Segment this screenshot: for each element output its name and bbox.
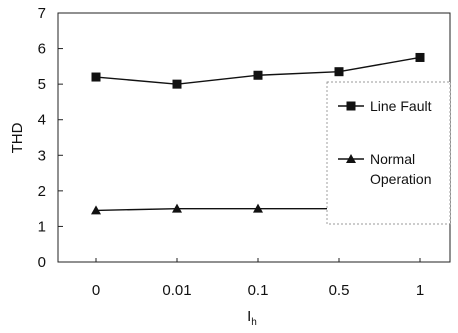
series-0-point-1	[172, 79, 182, 89]
legend-label-1: Normal Operation	[370, 151, 431, 187]
legend-label-1-line-0: Normal	[370, 151, 415, 167]
x-tick-label-2: 0.1	[248, 282, 269, 299]
legend: Line Fault Normal Operation	[326, 81, 451, 225]
legend-label-0: Line Fault	[370, 98, 432, 114]
series-0-point-3	[334, 67, 344, 77]
y-tick-label-6: 6	[38, 41, 46, 58]
x-tick-label-4: 1	[416, 282, 424, 299]
legend-marker-1	[346, 154, 356, 163]
legend-label-1-line-1: Operation	[370, 171, 431, 187]
legend-marker-0	[346, 101, 356, 111]
y-tick-label-1: 1	[38, 218, 46, 235]
y-tick-label-3: 3	[38, 147, 46, 164]
x-tick-label-0: 0	[92, 282, 100, 299]
series-0-point-2	[253, 70, 263, 80]
x-axis-title-main: I	[247, 308, 251, 325]
y-axis-ticks: 0 1 2 3 4 5 6 7	[38, 5, 63, 271]
x-axis-title-subscript: h	[251, 317, 257, 328]
y-tick-label-7: 7	[38, 5, 46, 22]
series-1-point-0	[91, 205, 101, 215]
x-tick-label-3: 0.5	[329, 282, 350, 299]
y-tick-label-5: 5	[38, 76, 46, 93]
x-axis-ticks: 0 0.01 0.1 0.5 1	[92, 258, 424, 299]
y-tick-label-0: 0	[38, 254, 46, 271]
y-tick-label-2: 2	[38, 183, 46, 200]
y-axis-title: THD	[9, 122, 26, 153]
y-tick-label-4: 4	[38, 112, 46, 129]
series-1-point-1	[172, 203, 182, 213]
x-axis-title: Ih	[247, 308, 257, 328]
x-tick-label-1: 0.01	[162, 282, 191, 299]
series-0-point-4	[415, 52, 425, 62]
series-1-point-2	[253, 203, 263, 213]
series-0-point-0	[91, 72, 101, 82]
legend-label-0-line-0: Line Fault	[370, 98, 432, 114]
legend-entries: Line Fault Normal Operation	[338, 98, 432, 187]
